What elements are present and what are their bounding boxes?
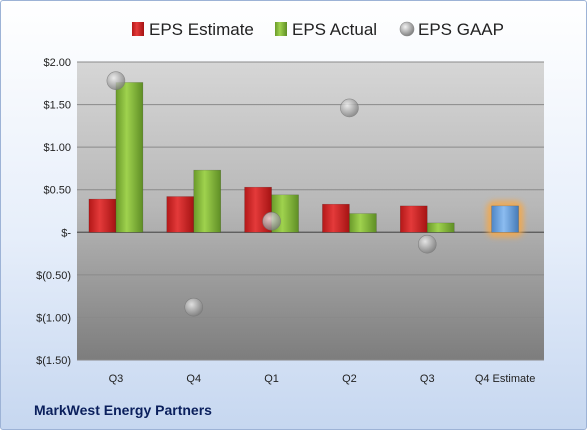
legend-label-eps-actual: EPS Actual <box>292 20 377 39</box>
bar-eps-estimate <box>400 205 428 233</box>
x-tick-label: Q3 <box>109 373 124 385</box>
bar-eps-actual <box>427 222 455 233</box>
marker-eps-gaap <box>184 297 204 317</box>
y-tick-label: $(0.50) <box>36 270 71 282</box>
x-tick-label: Q1 <box>264 373 279 385</box>
bar-eps-estimate <box>88 198 117 233</box>
legend-swatch-eps-gaap <box>399 21 415 37</box>
x-axis-ticks: Q3 Q4 Q1 Q2 Q3 Q4 Estimate <box>109 373 536 385</box>
legend-swatch-eps-actual <box>275 22 287 36</box>
bar-eps-actual <box>193 169 221 233</box>
bar-eps-estimate <box>322 203 350 233</box>
legend-swatch-eps-estimate <box>132 22 144 36</box>
x-tick-label: Q3 <box>420 373 435 385</box>
company-name: MarkWest Energy Partners <box>34 402 212 418</box>
bar-eps-actual <box>115 82 144 233</box>
y-tick-label: $- <box>61 227 71 239</box>
marker-eps-gaap <box>340 98 359 118</box>
y-axis-ticks: $2.00 $1.50 $1.00 $0.50 $- $(0.50) $(1.00) $(1.… <box>36 57 71 367</box>
grid-lines <box>77 61 544 361</box>
marker-eps-gaap <box>106 71 126 91</box>
bars <box>88 82 524 238</box>
x-tick-label: Q4 <box>186 373 201 385</box>
y-tick-label: $2.00 <box>43 57 71 69</box>
y-tick-label: $1.00 <box>43 142 71 154</box>
marker-eps-gaap <box>417 234 437 254</box>
x-tick-label: Q2 <box>342 373 357 385</box>
bar-eps-actual <box>349 213 377 233</box>
y-tick-label: $1.50 <box>43 100 71 112</box>
bar-eps-estimate-forecast <box>491 205 519 233</box>
bar-eps-estimate <box>166 196 194 233</box>
plot-area <box>77 62 544 360</box>
y-tick-label: $0.50 <box>43 185 71 197</box>
y-tick-label: $(1.50) <box>36 355 71 367</box>
legend: EPS Estimate EPS Actual EPS GAAP <box>132 20 504 39</box>
legend-label-eps-estimate: EPS Estimate <box>149 20 254 39</box>
marker-eps-gaap <box>262 211 281 231</box>
legend-label-eps-gaap: EPS GAAP <box>418 20 504 39</box>
y-tick-label: $(1.00) <box>36 312 71 324</box>
gaap-markers <box>106 71 437 317</box>
x-tick-label: Q4 Estimate <box>475 373 536 385</box>
